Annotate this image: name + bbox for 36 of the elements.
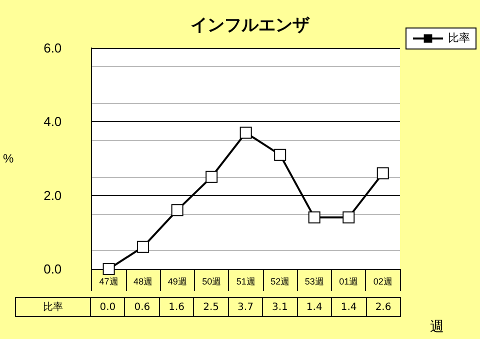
data-label: 1.4 bbox=[296, 297, 332, 317]
data-label: 1.6 bbox=[158, 297, 194, 317]
data-label: 2.5 bbox=[193, 297, 229, 317]
data-label: 2.6 bbox=[366, 297, 401, 317]
y-axis-title: % bbox=[3, 152, 14, 166]
point bbox=[342, 211, 355, 224]
y-tick-label: 6.0 bbox=[44, 40, 62, 56]
x-tick-label: 49週 bbox=[168, 276, 187, 286]
point bbox=[308, 211, 320, 224]
x-axis-title: 週 bbox=[430, 318, 444, 334]
x-tick-label: 47週 bbox=[99, 276, 118, 286]
chart-title: インフルエンザ bbox=[190, 16, 310, 36]
y-tick-label: 4.0 bbox=[44, 114, 62, 130]
data-label: 3.1 bbox=[262, 297, 298, 317]
point bbox=[240, 126, 252, 139]
y-tick-label: 0.0 bbox=[44, 262, 62, 276]
x-tick-label: 51週 bbox=[236, 276, 256, 286]
x-tick-label: 48週 bbox=[134, 276, 153, 286]
point bbox=[376, 167, 389, 180]
point bbox=[206, 170, 218, 183]
legend-label: 比率 bbox=[448, 32, 470, 44]
data-label: 1.4 bbox=[331, 297, 367, 317]
point bbox=[171, 204, 184, 216]
x-tick-label: 02週 bbox=[373, 276, 392, 286]
x-tick-label: 50週 bbox=[202, 276, 222, 286]
data-label: 3.7 bbox=[228, 297, 264, 317]
data-label: 0.0 bbox=[90, 297, 126, 317]
y-tick-label: 2.0 bbox=[44, 188, 62, 203]
x-tick-label: 52週 bbox=[270, 276, 290, 286]
point bbox=[102, 263, 115, 275]
text: 比率 bbox=[43, 302, 63, 313]
x-tick-label: 53週 bbox=[304, 276, 324, 286]
point bbox=[274, 148, 286, 161]
point bbox=[137, 240, 150, 253]
data-label: 0.6 bbox=[124, 297, 160, 317]
x-tick-label: 01週 bbox=[339, 276, 358, 286]
